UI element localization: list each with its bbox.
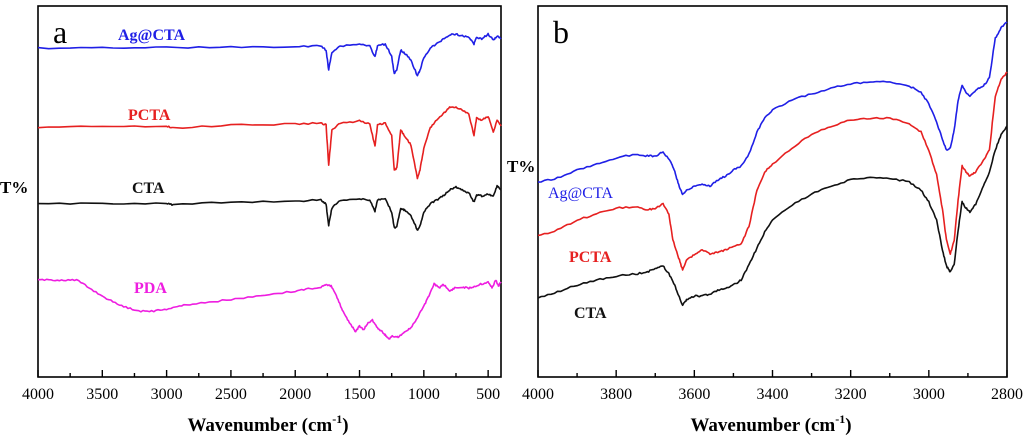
panel-a-tick-label: 500 bbox=[476, 386, 500, 403]
panel-a-xlabel-sup: -1 bbox=[332, 412, 342, 426]
panel-a-legend-pda: PDA bbox=[134, 280, 167, 297]
panel-a-tick-label: 2500 bbox=[215, 386, 247, 403]
panel-a-tick-label: 1500 bbox=[344, 386, 376, 403]
panel-b-series-pcta bbox=[537, 71, 1008, 271]
panel-a: a T% 4000 3500 3000 2500 2000 1500 1000 500 Ag@… bbox=[0, 5, 502, 436]
panel-a-tick-label: 3500 bbox=[86, 386, 118, 403]
panel-a-series-pda bbox=[37, 278, 502, 340]
panel-a-series-pcta bbox=[37, 106, 502, 180]
panel-a-legend-agcta: Ag@CTA bbox=[118, 27, 185, 44]
panel-a-legend-cta: CTA bbox=[132, 180, 165, 197]
panel-b-ylabel: T% bbox=[507, 157, 535, 176]
panel-b-label: b bbox=[553, 14, 569, 50]
panel-b-xlabel-main: Wavenumber (cm bbox=[690, 415, 835, 436]
panel-a-series bbox=[37, 32, 502, 340]
panel-b-xlabel-sup: -1 bbox=[835, 412, 845, 426]
panel-a-series-ag-cta bbox=[37, 32, 502, 77]
panel-b-xlabel: Wavenumber (cm-1) bbox=[690, 412, 851, 436]
panel-b-legend-cta: CTA bbox=[574, 305, 607, 322]
panel-a-tick-label: 3000 bbox=[151, 386, 183, 403]
panel-a-ylabel: T% bbox=[0, 178, 28, 197]
panel-b-xlabel-close: ) bbox=[845, 415, 851, 436]
panel-b-tick-label: 3800 bbox=[600, 386, 632, 403]
panel-b-tick-label: 3000 bbox=[913, 386, 945, 403]
panel-b-x-axis: 4000 3800 3600 3400 3200 3000 2800 bbox=[522, 370, 1023, 403]
panel-b-tick-label: 3600 bbox=[678, 386, 710, 403]
panel-b-legend-pcta: PCTA bbox=[569, 249, 612, 266]
panel-a-series-cta bbox=[37, 184, 502, 231]
panel-a-tick-label: 1000 bbox=[408, 386, 440, 403]
panel-a-label: a bbox=[53, 14, 67, 50]
panel-b: b T% 4000 3800 3600 3400 3200 3000 2800 Ag@CTA… bbox=[507, 5, 1023, 436]
panel-a-xlabel-main: Wavenumber (cm bbox=[187, 415, 332, 436]
panel-b-series-ag-cta bbox=[537, 21, 1008, 196]
panel-a-tick-label: 2000 bbox=[279, 386, 311, 403]
panel-b-tick-label: 3400 bbox=[757, 386, 789, 403]
panel-a-tick-label: 4000 bbox=[22, 386, 54, 403]
panel-a-legend-pcta: PCTA bbox=[128, 107, 171, 124]
panel-b-series bbox=[537, 21, 1008, 307]
panel-a-xlabel-close: ) bbox=[342, 415, 348, 436]
panel-a-xlabel: Wavenumber (cm-1) bbox=[187, 412, 348, 436]
panel-b-legend-agcta: Ag@CTA bbox=[548, 185, 613, 202]
panel-b-tick-label: 2800 bbox=[991, 386, 1023, 403]
panel-b-tick-label: 3200 bbox=[835, 386, 867, 403]
panel-a-x-axis: 4000 3500 3000 2500 2000 1500 1000 500 bbox=[22, 370, 500, 403]
panel-a-frame bbox=[37, 5, 502, 378]
panel-b-tick-label: 4000 bbox=[522, 386, 554, 403]
panel-b-series-cta bbox=[537, 125, 1008, 307]
